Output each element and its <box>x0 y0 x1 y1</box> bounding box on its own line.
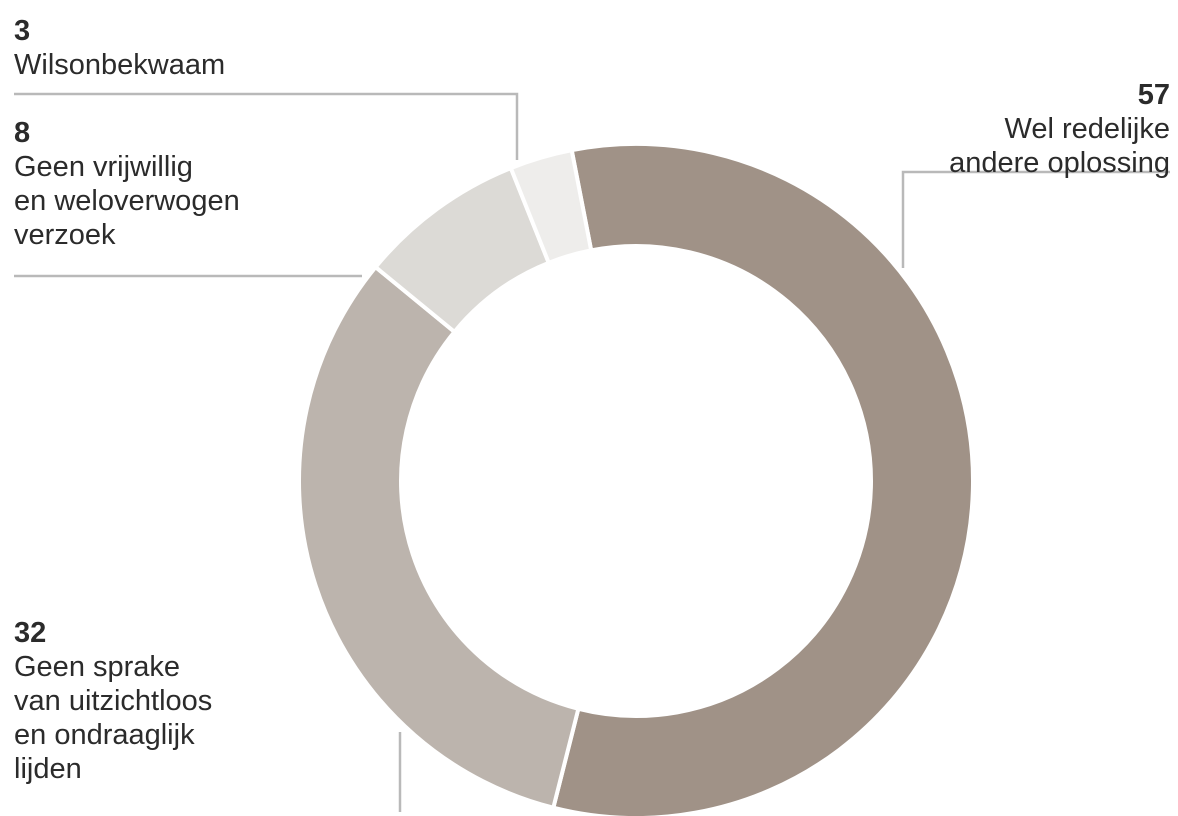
category-geen-vrijwillig: Geen vrijwillig en weloverwogen verzoek <box>14 151 240 251</box>
slice-wilsonbekwaam <box>508 147 594 266</box>
slice-geen-sprake <box>297 264 581 811</box>
label-wel-redelijke: 57 Wel redelijke andere oplossing <box>949 78 1170 180</box>
category-geen-sprake: Geen sprake van uitzichtloos en ondraagl… <box>14 651 213 785</box>
leader-wel-redelijke <box>901 170 1170 268</box>
slice-wel-redelijke <box>550 142 975 816</box>
label-wilsonbekwaam: 3 Wilsonbekwaam <box>14 14 225 82</box>
category-wilsonbekwaam: Wilsonbekwaam <box>14 49 226 81</box>
donut-slices <box>297 142 975 816</box>
label-geen-sprake: 32 Geen sprake van uitzichtloos en ondra… <box>14 616 212 786</box>
label-geen-vrijwillig: 8 Geen vrijwillig en weloverwogen verzoe… <box>14 116 240 252</box>
leader-wilsonbekwaam <box>14 92 519 160</box>
value-wel-redelijke: 57 <box>1137 79 1170 111</box>
value-geen-vrijwillig: 8 <box>14 117 31 149</box>
value-geen-sprake: 32 <box>14 617 47 649</box>
value-wilsonbekwaam: 3 <box>14 15 31 47</box>
category-wel-redelijke: Wel redelijke andere oplossing <box>949 113 1170 179</box>
leader-lines <box>14 92 1170 812</box>
